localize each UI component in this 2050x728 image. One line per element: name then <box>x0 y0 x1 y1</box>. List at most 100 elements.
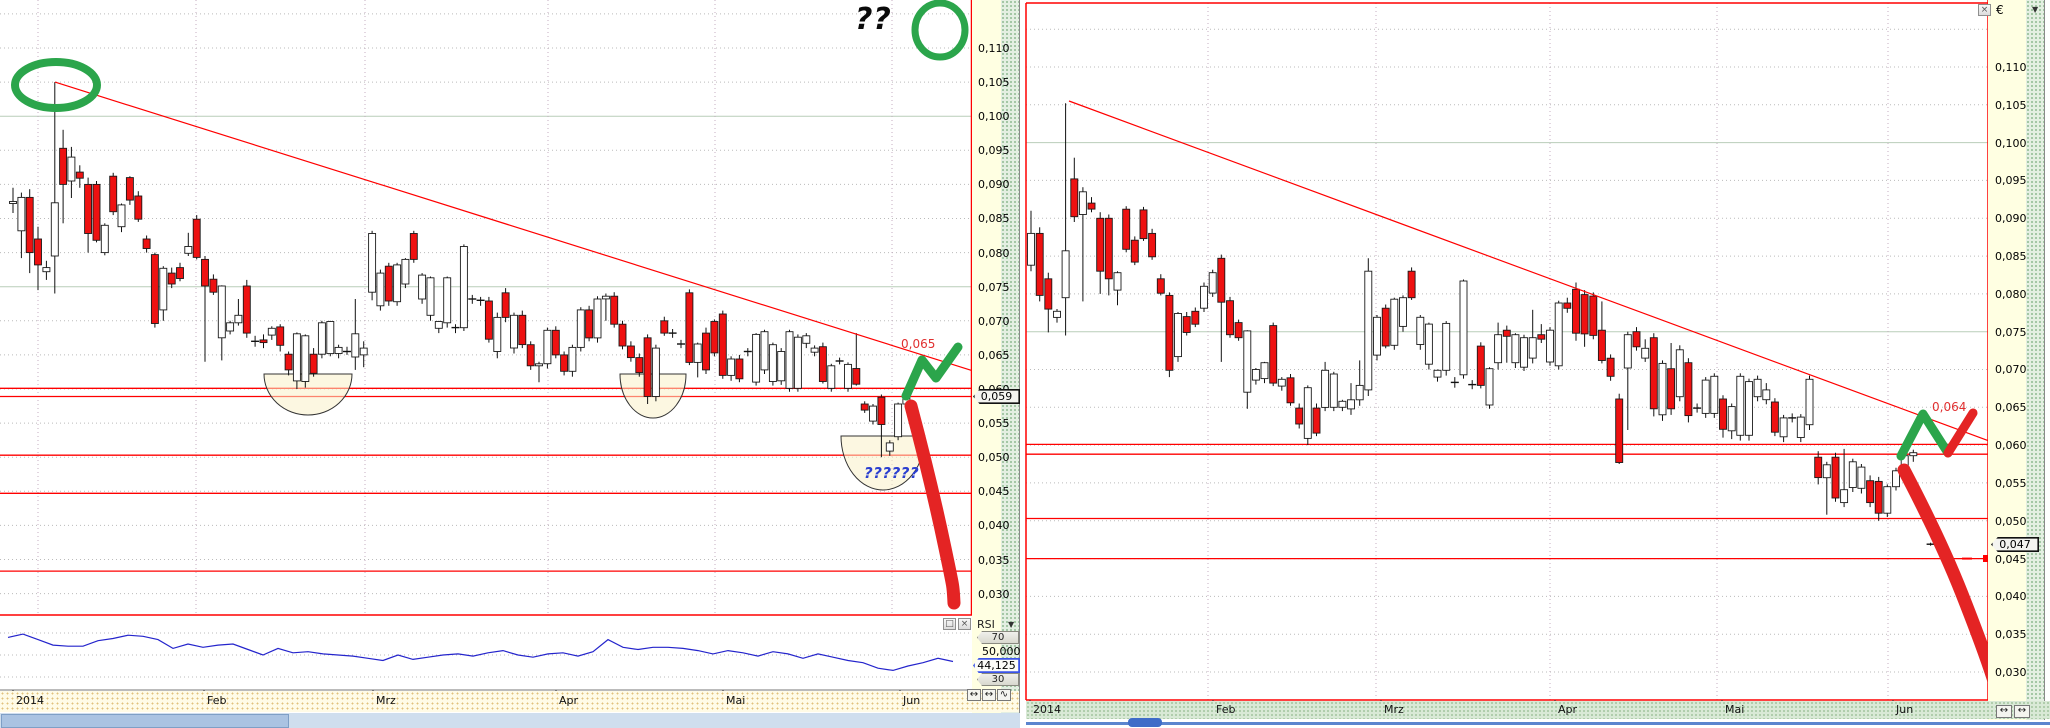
candle <box>368 233 377 293</box>
candle <box>159 267 168 311</box>
candle <box>1364 270 1373 391</box>
y-axis-tick-label: 0,055 <box>1995 477 2027 490</box>
candle <box>1355 384 1364 401</box>
level-handle[interactable] <box>1983 555 1990 562</box>
candle <box>777 351 786 382</box>
candle <box>75 171 84 179</box>
candle <box>1312 407 1321 434</box>
candle <box>125 177 134 201</box>
candle <box>660 320 669 334</box>
candle <box>1537 334 1546 340</box>
candle <box>844 363 852 389</box>
candle <box>150 254 159 324</box>
candle <box>209 278 218 293</box>
candle <box>1502 329 1511 337</box>
candle <box>67 156 76 182</box>
y-axis-tick-label: 0,100 <box>978 110 1010 123</box>
y-axis-tick-label: 0,055 <box>978 417 1010 430</box>
candle <box>1130 239 1139 263</box>
zoom-wave-button[interactable]: ∿ <box>997 689 1011 701</box>
candle <box>752 333 761 383</box>
candle <box>1286 377 1295 404</box>
chart-line <box>54 81 973 372</box>
candle <box>1096 217 1105 272</box>
question-annotation-blue: ?????? <box>864 464 920 482</box>
candle <box>409 233 418 260</box>
candle <box>518 314 527 346</box>
close-icon[interactable]: × <box>1978 4 1991 16</box>
candle <box>1139 209 1148 240</box>
candle <box>1217 257 1226 303</box>
candle <box>710 321 719 354</box>
green-ellipse-annotation <box>11 58 101 112</box>
candle <box>1148 232 1157 258</box>
y-axis-tick-label: 0,080 <box>1995 288 2027 301</box>
x-axis-month-label: Mrz <box>1384 703 1404 716</box>
candle <box>184 246 193 254</box>
left-vertical-scrollbar[interactable] <box>1001 0 1019 713</box>
close-icon[interactable]: × <box>958 618 971 630</box>
zoom-horizontal-button[interactable]: ↔ <box>2014 705 2030 718</box>
candle <box>1442 322 1451 371</box>
candle <box>1078 191 1087 215</box>
candle <box>643 337 652 397</box>
candle <box>1814 456 1823 479</box>
candle <box>1874 480 1883 514</box>
y-axis-tick-label: 0,040 <box>1995 590 2027 603</box>
candle <box>1779 417 1788 438</box>
candle <box>1303 387 1312 439</box>
candle <box>601 295 610 300</box>
candle <box>1243 330 1252 393</box>
candle <box>685 292 694 363</box>
candle <box>117 204 126 228</box>
right-vertical-scrollbar[interactable] <box>2026 0 2044 720</box>
candle <box>1753 378 1762 398</box>
candle <box>1589 295 1598 336</box>
candle <box>1347 399 1355 410</box>
candle <box>785 331 794 389</box>
right-horizontal-scrollbar[interactable] <box>1026 722 2050 725</box>
right-price-axis <box>1988 0 2026 720</box>
candle <box>100 224 109 254</box>
candle <box>84 183 93 234</box>
candle <box>1174 313 1182 358</box>
candle <box>535 363 543 367</box>
y-axis-tick-label: 0,060 <box>1995 439 2027 452</box>
candle <box>142 238 151 249</box>
candle <box>894 403 903 438</box>
candle <box>510 314 518 349</box>
axis-dropdown-icon[interactable]: ▼ <box>2032 5 2039 14</box>
candle <box>1182 316 1191 333</box>
scrollbar-thumb[interactable] <box>1128 718 1162 727</box>
candle <box>852 368 861 385</box>
zoom-horizontal-button[interactable]: ↔ <box>1996 705 2012 718</box>
x-axis-month-label: Jun <box>1896 703 1914 716</box>
zoom-horizontal-button[interactable]: ↔ <box>982 689 996 701</box>
zoom-horizontal-button[interactable]: ↔ <box>967 689 981 701</box>
candle <box>334 346 343 354</box>
candle <box>1554 302 1563 367</box>
candle <box>560 354 569 372</box>
candle <box>618 323 627 347</box>
candle <box>1251 369 1260 381</box>
candle <box>309 353 318 374</box>
rsi-dropdown-icon[interactable]: ▼ <box>1008 620 1015 629</box>
rsi-value-tag: 44,125 <box>973 658 1020 673</box>
y-axis-tick-label: 0,070 <box>1995 363 2027 376</box>
candle <box>810 347 819 353</box>
candle <box>793 336 802 389</box>
maximize-button[interactable]: □ <box>943 618 956 630</box>
scrollbar-thumb[interactable] <box>1 714 289 728</box>
candle <box>1615 398 1624 463</box>
left-horizontal-scrollbar[interactable] <box>0 713 1020 728</box>
candle <box>9 201 17 204</box>
candle <box>1053 310 1061 318</box>
right-trendline-price-label: 0,064 <box>1932 400 1967 414</box>
candle <box>1208 272 1217 294</box>
candle <box>827 365 836 389</box>
rsi-indicator-label: RSI <box>977 618 995 631</box>
question-marks-annotation: ?? <box>855 2 892 37</box>
candle <box>109 175 118 213</box>
candle <box>1546 329 1554 363</box>
